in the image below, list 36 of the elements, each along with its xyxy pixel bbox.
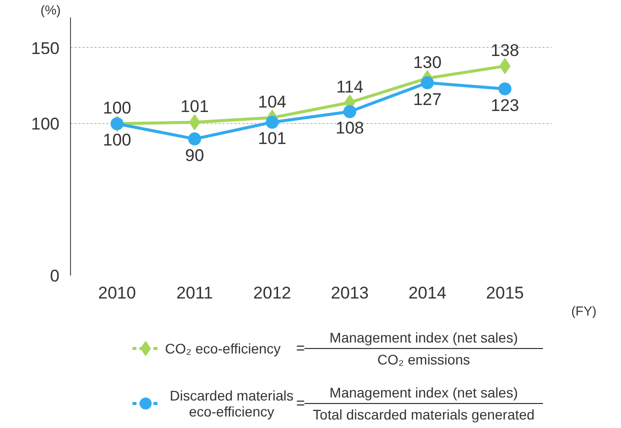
data-label: 101	[258, 129, 286, 148]
x-axis-title: (FY)	[571, 304, 597, 318]
point	[188, 132, 202, 146]
text: Total discarded materials generated	[312, 406, 535, 422]
data-label: 90	[185, 146, 204, 165]
point	[420, 76, 434, 90]
data-label: 101	[180, 97, 209, 116]
text: CO₂ emissions	[377, 352, 470, 368]
data-label: 123	[490, 96, 520, 115]
y-tick-label: 0	[50, 266, 60, 286]
text: Management index (net sales)	[330, 330, 518, 346]
data-label: 130	[413, 53, 442, 72]
y-tick-label: 150	[31, 38, 60, 58]
point	[343, 105, 356, 118]
data-label: 100	[102, 130, 132, 150]
x-tick-label: 2013	[330, 284, 369, 302]
y-tick-label: 100	[31, 114, 60, 134]
x-tick-label: 2014	[408, 284, 446, 302]
text: =	[296, 395, 306, 412]
data-label: 138	[490, 41, 520, 60]
point	[498, 82, 512, 96]
legend-label: Discarded materials eco-efficiency	[170, 388, 294, 420]
x-tick-label: 2011	[176, 284, 213, 302]
text: Management index (net sales)	[330, 384, 518, 400]
y-axis-title: (%)	[40, 2, 61, 18]
x-tick-label: 2010	[98, 284, 136, 302]
data-label: 100	[102, 98, 132, 118]
point	[266, 116, 279, 129]
data-label: 108	[336, 118, 364, 138]
x-tick-label: 2012	[253, 284, 292, 302]
legend-label: CO₂ eco-efficiency	[164, 340, 281, 356]
data-label: 127	[413, 90, 442, 109]
text: =	[296, 340, 306, 357]
x-tick-label: 2015	[486, 284, 524, 302]
data-label: 104	[258, 92, 286, 112]
data-label: 114	[336, 77, 364, 96]
